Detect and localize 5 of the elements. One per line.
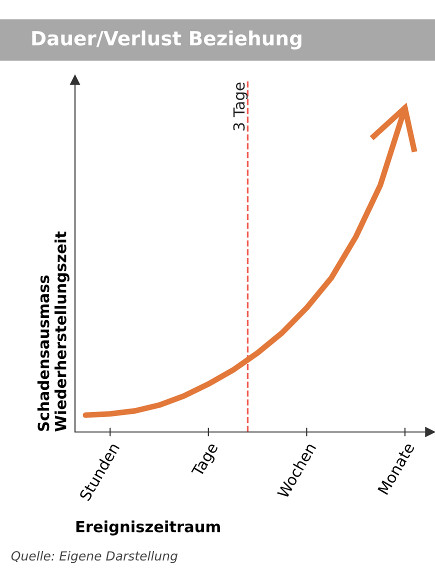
source-note: Quelle: Eigene Darstellung (11, 550, 178, 564)
chart-title: Dauer/Verlust Beziehung (32, 30, 302, 50)
annotation: 3 Tage (233, 82, 248, 130)
y-axis-title: Schadensausmass Wiederherstellungszeit (37, 231, 70, 432)
x-axis-title: Ereigniszeitraum (76, 520, 220, 536)
